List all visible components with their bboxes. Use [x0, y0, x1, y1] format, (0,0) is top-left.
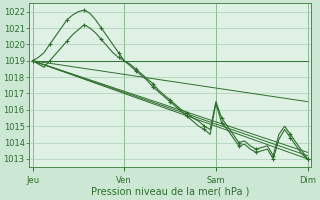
X-axis label: Pression niveau de la mer( hPa ): Pression niveau de la mer( hPa ): [91, 187, 249, 197]
